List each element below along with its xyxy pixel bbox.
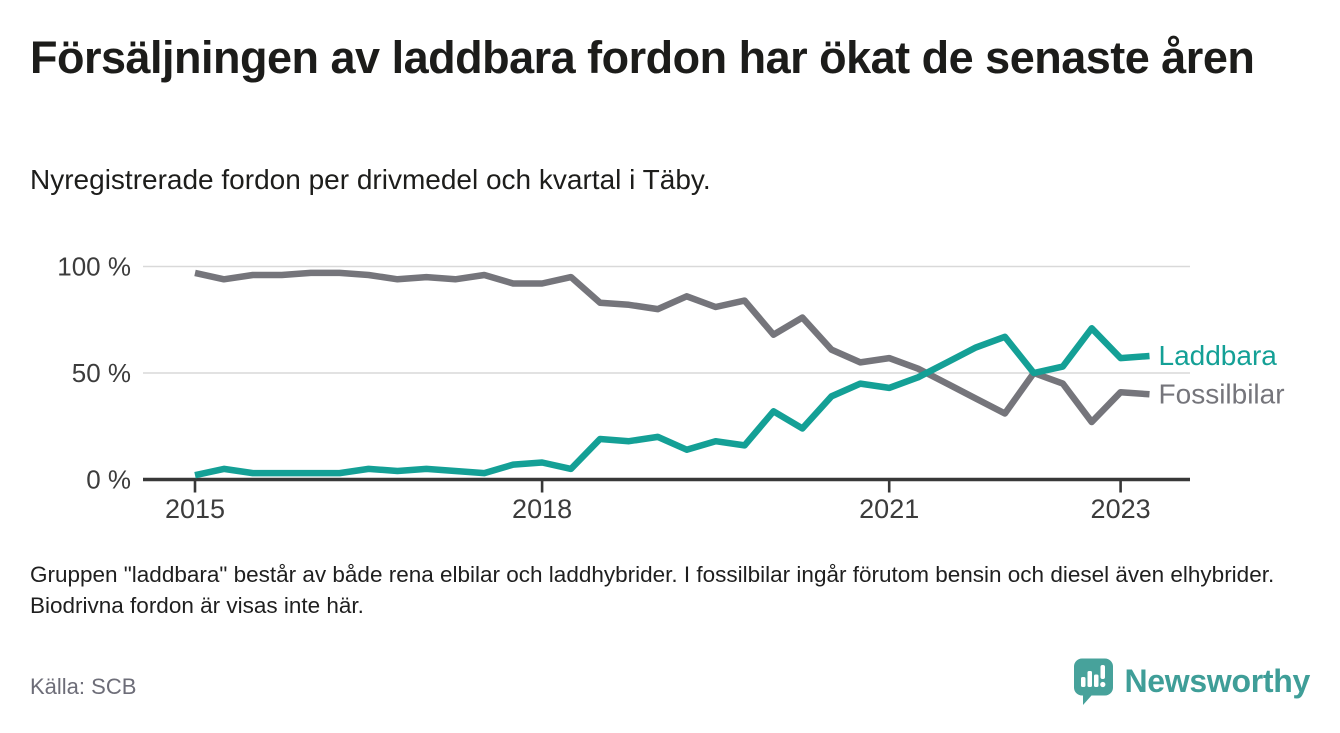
logo-exclamation-dot (1099, 681, 1105, 688)
logo-bar-2 (1087, 671, 1092, 687)
speech-bubble-shape (1073, 658, 1113, 705)
y-tick-label-100: 100 % (57, 252, 131, 282)
chart-footnote: Gruppen "laddbara" består av både rena e… (30, 562, 1275, 618)
chart-subtitle: Nyregistrerade fordon per drivmedel och … (30, 164, 711, 195)
legend-label-fossilbilar: Fossilbilar (1159, 378, 1285, 409)
x-tick-label-2023: 2023 (1091, 494, 1151, 524)
y-tick-label-50: 50 % (72, 358, 131, 388)
x-tick-label-2015: 2015 (165, 494, 225, 524)
newsworthy-speech-bubble-bar-chart-icon (1073, 658, 1113, 705)
page-title: Försäljningen av laddbara fordon har öka… (30, 32, 1255, 83)
logo-bar-3 (1093, 674, 1098, 687)
series-line-laddbara (194, 325, 1150, 479)
series-line-fossilbilar (194, 269, 1150, 426)
legend-label-laddbara: Laddbara (1159, 340, 1278, 371)
logo-exclamation-bar (1100, 665, 1105, 679)
x-tick-label-2018: 2018 (512, 494, 572, 524)
newsworthy-wordmark: Newsworthy (1124, 663, 1311, 699)
newsworthy-logo: Newsworthy (1073, 658, 1311, 705)
logo-bar-1 (1080, 677, 1085, 687)
y-tick-label-0: 0 % (86, 465, 131, 495)
source-label: Källa: SCB (30, 674, 137, 699)
x-tick-label-2021: 2021 (859, 494, 919, 524)
